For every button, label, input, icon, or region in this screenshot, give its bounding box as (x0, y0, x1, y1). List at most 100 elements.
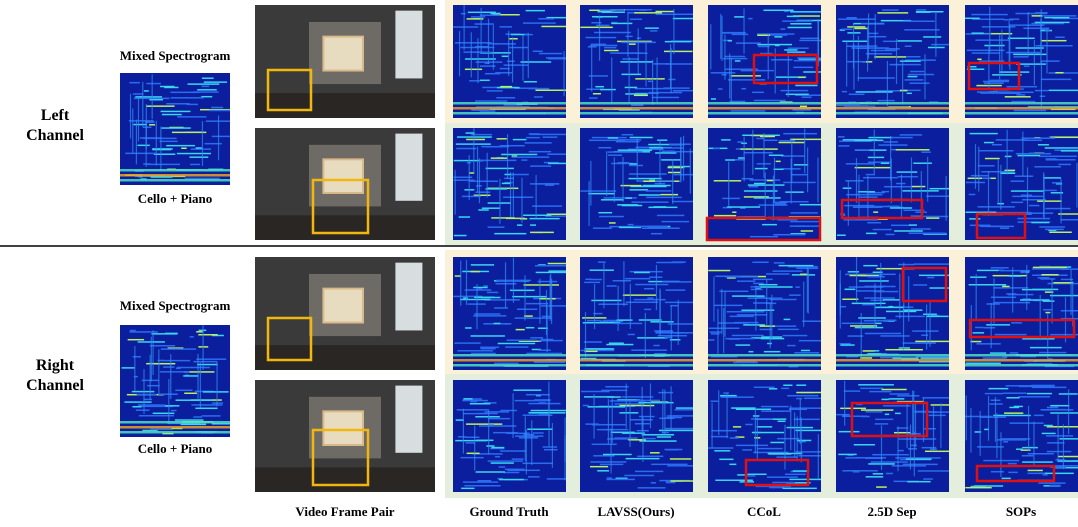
spectrogram-streak (613, 280, 632, 282)
spectrogram-streak (204, 81, 227, 83)
spectrogram-streak (129, 82, 140, 84)
spectrogram-streak (728, 79, 765, 81)
spectrogram-streak (754, 197, 781, 199)
spectrogram-streak (767, 180, 774, 182)
spectrogram-streak (880, 335, 909, 337)
spectrogram-streak (513, 389, 541, 391)
spectrogram-streak (535, 89, 566, 91)
spectrogram-streak (600, 9, 625, 11)
spectrogram-streak (903, 309, 922, 311)
spectrogram-streak (620, 405, 655, 407)
spectrogram-streak (842, 28, 853, 30)
spectrogram-streak (732, 335, 764, 337)
spectrogram-streak (744, 152, 773, 154)
spectrogram-streak (181, 148, 186, 150)
spectrogram-streak (453, 26, 478, 28)
spectrogram-streak (646, 190, 672, 192)
spectrogram-onset (996, 413, 997, 458)
spectrogram-streak (1034, 415, 1044, 417)
spectrogram-streak (778, 421, 786, 423)
spectrogram-streak (500, 410, 517, 412)
row-label: LeftChannel (26, 107, 84, 144)
spectrogram-streak (479, 160, 516, 162)
spectrogram-streak (909, 224, 917, 226)
spectrogram-streak (487, 292, 498, 294)
spectrogram-streak (596, 25, 609, 27)
spectrogram-band (453, 107, 566, 110)
spectrogram-streak (480, 348, 495, 350)
spectrogram-streak (589, 97, 598, 99)
spectrogram-streak (637, 37, 641, 39)
spectrogram-streak (770, 442, 784, 444)
spectrogram-streak (900, 90, 908, 92)
spectrogram-onset (804, 128, 805, 173)
spectrogram-streak (1058, 164, 1071, 166)
spectrogram-onset (612, 398, 613, 443)
spectrogram-streak (783, 182, 815, 184)
spectrogram-streak (749, 351, 754, 353)
spectrogram-onset (858, 36, 859, 81)
spectrogram-streak (845, 289, 856, 291)
spectrogram-band (580, 112, 693, 115)
spectrogram-onset (622, 157, 623, 202)
spectrogram-streak (1041, 60, 1059, 62)
spectrogram-streak (708, 339, 714, 341)
spectrogram-streak (1017, 218, 1050, 220)
spectrogram-streak (872, 454, 909, 456)
spectrogram-onset (1007, 130, 1008, 175)
spectrogram-streak (731, 110, 766, 112)
spectrogram-streak (725, 338, 754, 340)
spectrogram-streak (651, 233, 662, 235)
spectrogram-streak (1006, 293, 1016, 295)
spectrogram-streak (152, 148, 173, 150)
spectrogram-band (965, 102, 1078, 105)
spectrogram-onset (896, 39, 897, 84)
spectrogram-streak (986, 324, 1010, 326)
spectrogram-streak (868, 157, 884, 159)
spectrogram-streak (1047, 426, 1078, 428)
spectrogram-streak (651, 464, 687, 466)
spectrogram-streak (626, 36, 633, 38)
spectrogram-onset (510, 172, 511, 217)
spectrogram-streak (748, 474, 767, 476)
spectrogram-streak (1029, 205, 1039, 207)
spectrogram-streak (534, 96, 543, 98)
spectrogram-streak (732, 295, 764, 297)
spectrogram-streak (637, 337, 667, 339)
spectrogram-streak (491, 157, 507, 159)
spectrogram-streak (638, 487, 666, 489)
spectrogram-streak (801, 230, 813, 232)
spectrogram-streak (521, 159, 527, 161)
spectrogram-streak (656, 262, 683, 264)
spectrogram-streak (1033, 267, 1067, 269)
spectrogram-streak (196, 358, 226, 360)
spectrogram-streak (857, 77, 894, 79)
spectrogram-streak (539, 402, 546, 404)
spectrogram-streak (511, 156, 549, 158)
spectrogram-onset (1022, 131, 1023, 176)
spectrogram-onset (459, 31, 460, 76)
spectrogram-onset (724, 35, 725, 80)
spectrogram-streak (1058, 456, 1078, 458)
spectrogram-streak (144, 90, 149, 92)
spectrogram-onset (539, 279, 540, 324)
spectrogram-streak (630, 137, 653, 139)
spectrogram-streak (748, 18, 752, 20)
spectrogram-streak (992, 144, 1002, 146)
spectrogram-streak (1022, 199, 1046, 201)
spectrogram-streak (1037, 200, 1062, 202)
spectrogram-streak (125, 153, 156, 155)
spectrogram-onset (912, 391, 913, 436)
spectrogram-streak (975, 39, 1009, 41)
spectrogram-streak (624, 475, 654, 477)
spectrogram-onset (464, 5, 465, 50)
spectrogram-onset (897, 426, 898, 471)
spectrogram (708, 5, 821, 118)
spectrogram-streak (735, 60, 741, 62)
spectrogram-streak (590, 461, 626, 463)
spectrogram-streak (618, 149, 652, 151)
spectrogram-streak (1045, 190, 1057, 192)
column-label: Ground Truth (469, 504, 549, 519)
spectrogram-streak (797, 440, 812, 442)
spectrogram-band (836, 354, 949, 357)
